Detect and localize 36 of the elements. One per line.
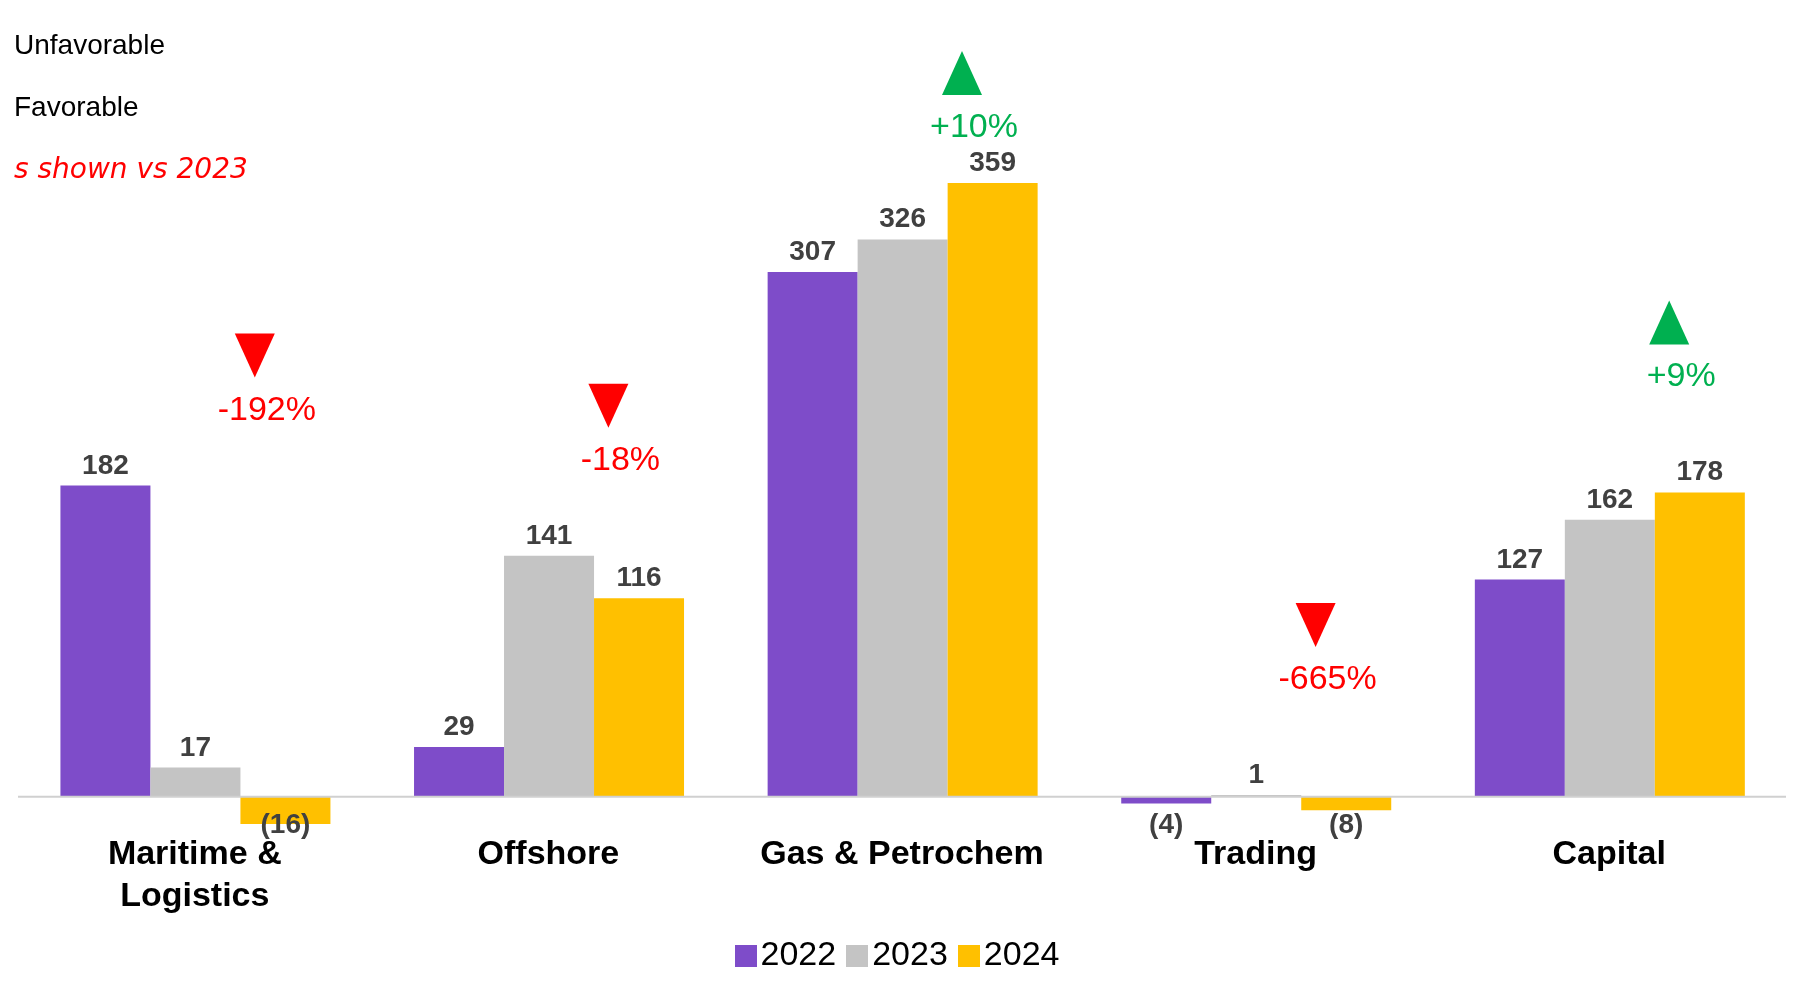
data-label: 326 — [879, 202, 926, 234]
data-label: 307 — [789, 234, 836, 266]
x-tick-label: Trading — [1194, 833, 1317, 871]
bar — [767, 271, 858, 797]
data-label: 141 — [525, 518, 573, 550]
bar — [1654, 492, 1745, 797]
bar — [60, 485, 151, 797]
data-label: 1 — [1248, 757, 1265, 789]
annotation: +9% — [1646, 355, 1716, 394]
data-label: (8) — [1329, 807, 1364, 839]
bar — [594, 598, 685, 797]
data-label: 178 — [1676, 455, 1724, 487]
bar — [414, 747, 505, 797]
annotation: -18% — [580, 438, 661, 477]
text: Unfavorable — [14, 28, 166, 62]
legend-label: 2024 — [983, 934, 1060, 972]
legend-label: 2022 — [760, 934, 837, 972]
data-label: 162 — [1586, 482, 1634, 514]
text: +10% — [930, 106, 1018, 144]
data-label: (4) — [1149, 807, 1184, 839]
annotation: s shown vs 2023 — [14, 151, 248, 187]
annotation: -665% — [1278, 657, 1377, 696]
data-label: 17 — [179, 730, 212, 762]
data-label: 116 — [616, 561, 662, 593]
bar — [1474, 579, 1565, 797]
x-tick-label: Offshore — [477, 833, 620, 871]
legend-label: 2023 — [872, 934, 948, 972]
x-tick-label: Capital — [1552, 833, 1666, 871]
bar — [947, 183, 1038, 797]
x-tick-label: Gas & Petrochem — [760, 833, 1044, 871]
text: Favorable — [14, 90, 140, 124]
data-label: 29 — [443, 710, 475, 742]
data-label: 182 — [82, 448, 129, 480]
annotation: -192% — [217, 388, 316, 427]
data-label: 127 — [1496, 542, 1544, 574]
data-label: 359 — [969, 146, 1016, 177]
